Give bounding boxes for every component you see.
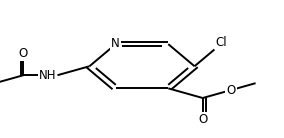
Text: Cl: Cl bbox=[216, 36, 227, 49]
Text: NH: NH bbox=[39, 69, 56, 82]
Text: N: N bbox=[111, 37, 120, 50]
Text: O: O bbox=[198, 113, 207, 126]
Text: O: O bbox=[19, 47, 28, 60]
Text: O: O bbox=[226, 84, 236, 97]
